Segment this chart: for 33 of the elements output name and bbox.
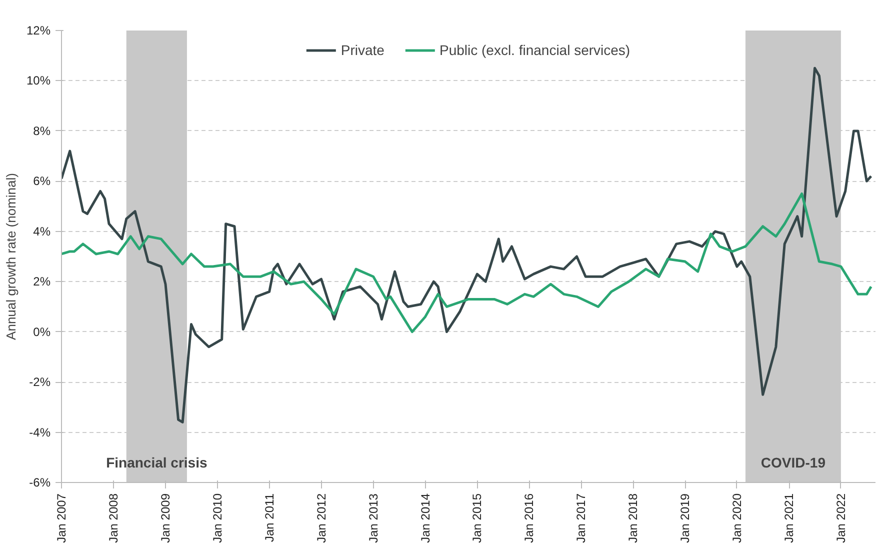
x-tick-label: Jan 2009 <box>158 493 172 543</box>
x-tick-label: Jan 2017 <box>574 493 588 543</box>
y-axis-title: Annual growth rate (nominal) <box>3 173 18 340</box>
y-tick-label: 12% <box>26 24 51 38</box>
x-tick-label: Jan 2013 <box>366 493 380 543</box>
band-label: Financial crisis <box>106 454 208 470</box>
x-tick-label: Jan 2010 <box>210 493 224 543</box>
x-tick-label: Jan 2007 <box>54 493 68 543</box>
x-tick-label: Jan 2011 <box>262 493 276 542</box>
line-series <box>62 66 872 424</box>
x-tick-label: Jan 2022 <box>834 493 848 543</box>
y-tick-label: 2% <box>33 274 51 289</box>
y-tick-label: 8% <box>33 124 51 138</box>
y-tick-label: 6% <box>33 174 51 188</box>
y-tick-label: 4% <box>33 224 51 238</box>
x-tick-label: Jan 2021 <box>782 493 796 543</box>
legend-label: Private <box>340 42 384 58</box>
x-tick-label: Jan 2018 <box>626 493 640 543</box>
x-tick-label: Jan 2016 <box>522 493 536 543</box>
legend-label: Public (excl. financial services) <box>439 42 630 58</box>
x-tick-label: Jan 2020 <box>730 493 744 543</box>
x-tick-label: Jan 2012 <box>314 493 328 543</box>
x-tick-label: Jan 2019 <box>678 493 692 543</box>
line-series <box>62 192 872 334</box>
y-tick-label: -4% <box>29 425 51 440</box>
x-tick-label: Jan 2015 <box>470 493 484 543</box>
y-tick-label: 0% <box>33 324 51 339</box>
band-label: COVID-19 <box>760 454 826 470</box>
y-tick-label: 10% <box>26 74 51 88</box>
y-tick-label: -2% <box>29 375 51 390</box>
x-tick-label: Jan 2014 <box>418 493 432 543</box>
x-tick-label: Jan 2008 <box>106 493 120 543</box>
y-tick-label: -6% <box>29 476 51 490</box>
